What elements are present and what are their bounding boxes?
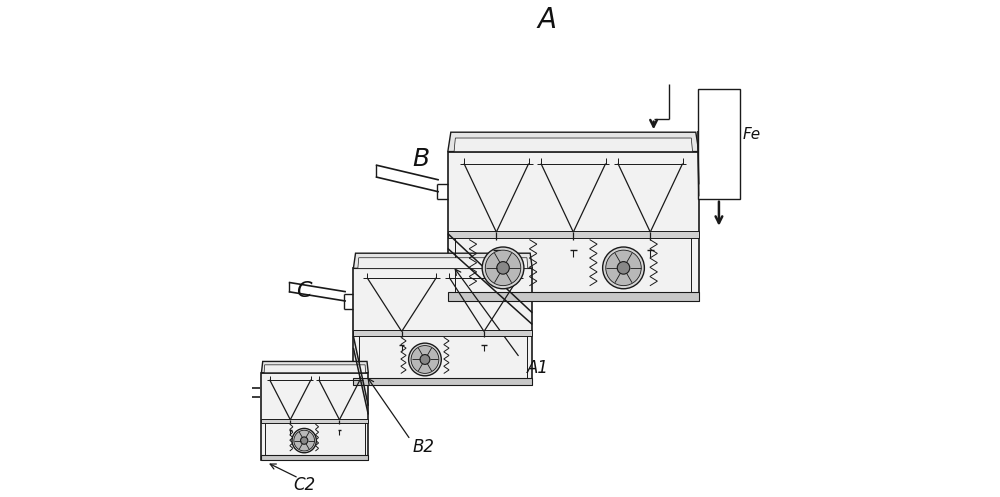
Circle shape (485, 250, 521, 286)
Circle shape (497, 261, 509, 274)
Circle shape (294, 430, 315, 451)
Text: B: B (412, 147, 429, 171)
Text: C2: C2 (294, 476, 316, 494)
Bar (448, 152, 699, 301)
Circle shape (292, 428, 316, 453)
Polygon shape (454, 138, 693, 152)
Bar (448, 231, 699, 238)
Text: Fe: Fe (743, 127, 761, 142)
Polygon shape (358, 258, 528, 268)
Circle shape (482, 247, 524, 289)
Bar (261, 373, 368, 460)
Circle shape (301, 437, 308, 444)
Circle shape (409, 343, 441, 376)
Polygon shape (264, 365, 366, 373)
Circle shape (411, 345, 439, 373)
Text: B2: B2 (413, 438, 435, 456)
Circle shape (420, 354, 430, 364)
Bar (448, 292, 699, 301)
Bar (353, 268, 532, 385)
Text: A1: A1 (527, 359, 549, 377)
Polygon shape (448, 132, 699, 152)
Bar (698, 89, 740, 199)
Bar (261, 454, 368, 460)
Circle shape (617, 261, 630, 274)
Bar (353, 378, 532, 385)
Bar (353, 331, 532, 336)
Text: A: A (538, 6, 557, 34)
Bar (261, 419, 368, 423)
Polygon shape (353, 253, 532, 268)
Polygon shape (261, 361, 368, 373)
Circle shape (606, 250, 641, 286)
Circle shape (603, 247, 644, 289)
Text: C: C (296, 281, 311, 301)
